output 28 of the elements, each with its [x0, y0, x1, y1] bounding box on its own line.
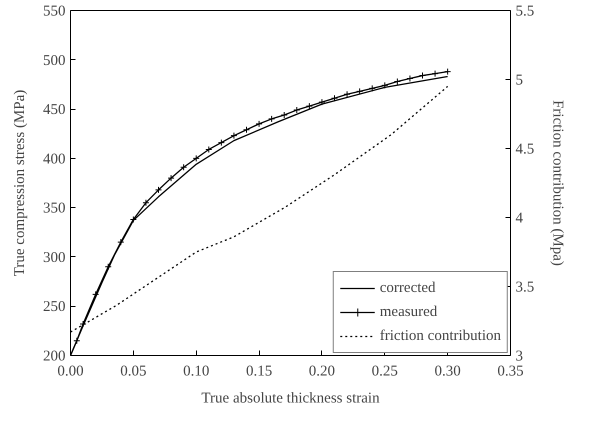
y-tick-label: 450 [43, 102, 66, 118]
x-tick-label: 0.30 [434, 364, 461, 380]
x-axis-title: True absolute thickness strain [201, 390, 380, 406]
y-tick-label: 400 [43, 151, 66, 168]
x-tick-label: 0.10 [183, 364, 210, 380]
legend-label: corrected [380, 280, 436, 296]
y2-tick-label: 5.5 [516, 4, 534, 20]
y2-tick-label: 3.5 [516, 280, 534, 296]
y-tick-label: 500 [43, 52, 66, 69]
y-tick-label: 300 [43, 250, 66, 266]
x-tick-label: 0.35 [497, 364, 524, 380]
y2-axis-title: Friction contribution (Mpa) [549, 100, 566, 266]
y2-tick-label: 4 [516, 210, 524, 226]
y-axis-title: True compression stress (MPa) [12, 90, 28, 276]
x-tick-label: 0.25 [372, 364, 398, 380]
legend-label: friction contribution [380, 328, 501, 344]
y-tick-label: 200 [43, 348, 66, 364]
x-tick-label: 0.05 [120, 364, 146, 380]
y2-tick-label: 4.5 [516, 142, 534, 158]
y-tick-label: 550 [43, 4, 66, 20]
y-tick-label: 350 [43, 200, 66, 217]
y2-tick-label: 5 [516, 72, 523, 88]
y2-tick-label: 3 [516, 348, 523, 364]
x-tick-label: 0.20 [308, 364, 336, 380]
y-tick-label: 250 [43, 299, 66, 316]
x-tick-label: 0.15 [246, 364, 272, 380]
x-tick-label: 0.00 [57, 364, 84, 380]
legend-label: measured [380, 304, 438, 320]
